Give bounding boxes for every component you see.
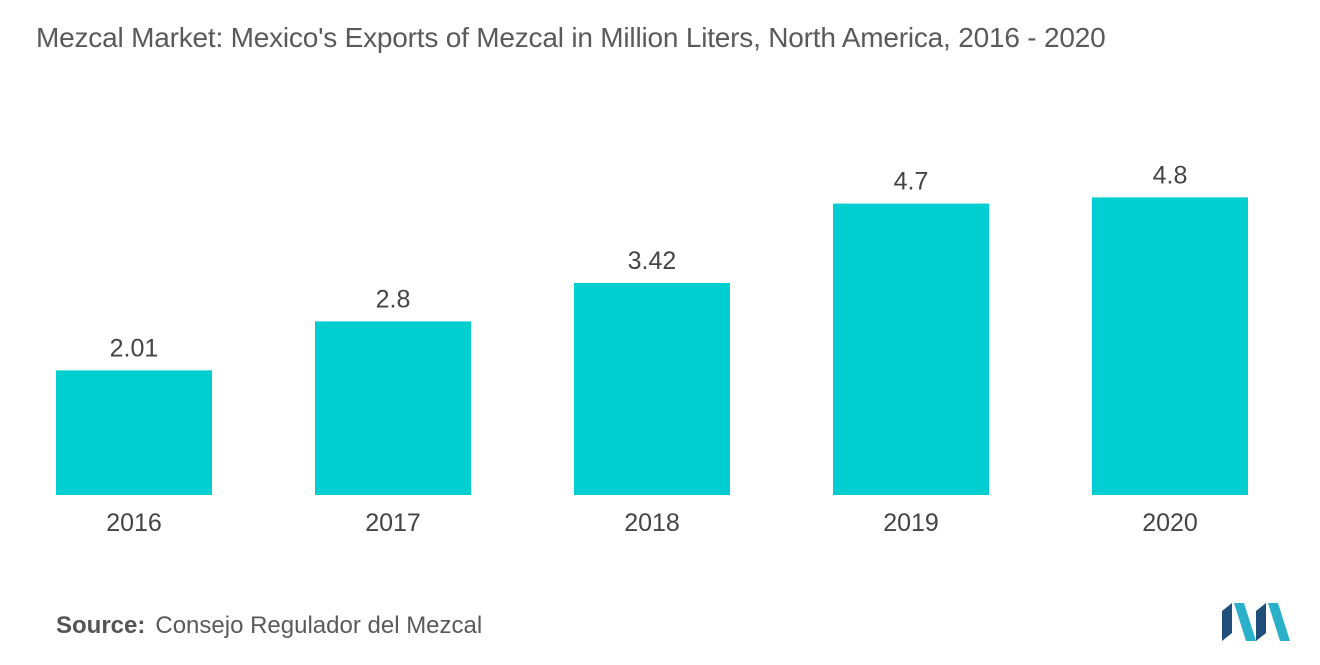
- data-label-2020: 4.8: [1153, 161, 1188, 189]
- source-label: Source:: [56, 612, 146, 639]
- x-tick-label-2017: 2017: [365, 509, 421, 537]
- x-tick-label-2016: 2016: [106, 509, 162, 537]
- data-label-2016: 2.01: [110, 334, 159, 362]
- source-note: Source: Consejo Regulador del Mezcal: [56, 612, 482, 640]
- bar-2018: [574, 282, 730, 495]
- bar-2020: [1092, 197, 1248, 495]
- data-label-2019: 4.7: [894, 168, 929, 196]
- mordor-intelligence-logo-icon: [1222, 603, 1290, 641]
- chart-title: Mezcal Market: Mexico's Exports of Mezca…: [36, 22, 1106, 53]
- bar-2016: [56, 370, 212, 495]
- x-tick-label-2019: 2019: [883, 509, 939, 537]
- bar-2019: [833, 203, 989, 495]
- data-label-2018: 3.42: [628, 247, 677, 275]
- bar-2017: [315, 321, 471, 495]
- x-tick-label-2020: 2020: [1142, 509, 1198, 537]
- source-text: Consejo Regulador del Mezcal: [155, 612, 483, 639]
- data-label-2017: 2.8: [376, 285, 411, 313]
- x-tick-label-2018: 2018: [624, 509, 680, 537]
